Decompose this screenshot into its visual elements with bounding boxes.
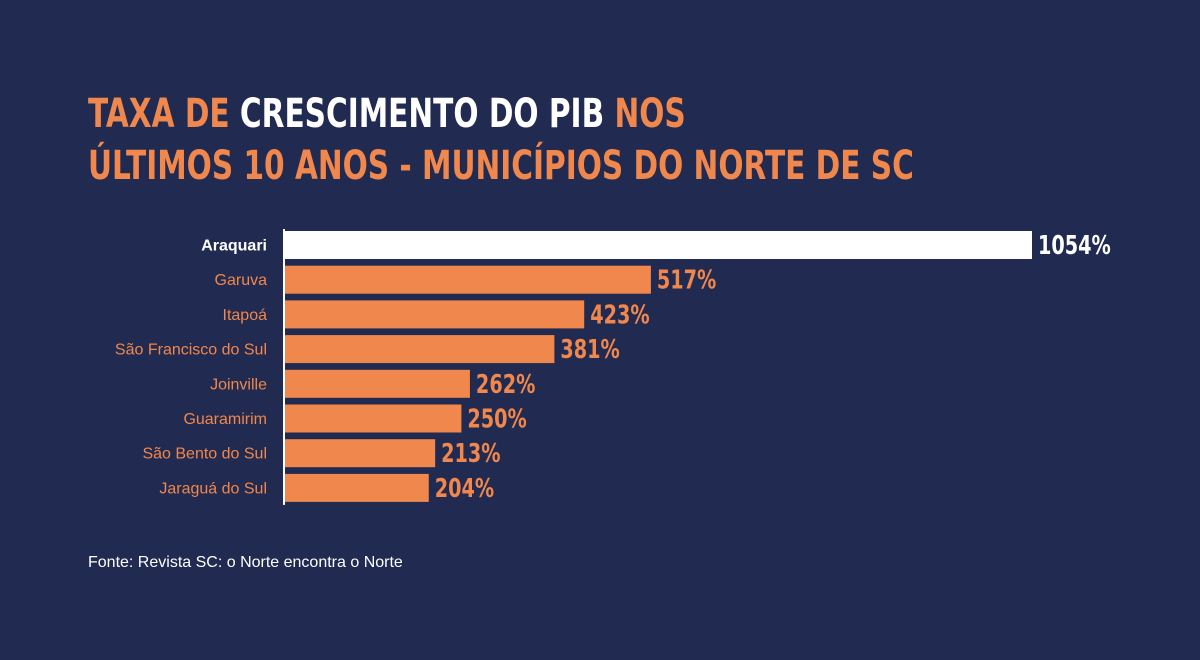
value-label: 213%: [441, 439, 500, 469]
bar-chart: Araquari 1054% Garuva 517% Itapoá 423% São Fra…: [115, 229, 1111, 505]
value-label: 423%: [590, 301, 649, 331]
bar-0: [284, 231, 1032, 259]
bar-6: [284, 439, 436, 468]
source-note: Fonte: Revista SC: o Norte encontra o No…: [88, 554, 403, 571]
category-label: Garuva: [215, 272, 268, 289]
title-segment: NOS: [604, 91, 686, 137]
title-line-2: ÚLTIMOS 10 ANOS - MUNICÍPIOS DO NORTE DE…: [88, 140, 914, 192]
category-label: Itapoá: [223, 307, 268, 324]
category-label: São Francisco do Sul: [115, 342, 267, 359]
category-label: São Bento do Sul: [142, 446, 267, 463]
title-segment: TAXA DE: [88, 91, 240, 137]
category-label: Joinville: [210, 376, 267, 393]
value-label: 381%: [560, 335, 619, 365]
value-label: 204%: [435, 474, 494, 504]
bar-3: [284, 335, 555, 364]
value-label: 517%: [657, 266, 716, 296]
value-label: 250%: [467, 405, 526, 435]
category-label: Araquari: [201, 238, 267, 255]
bar-1: [284, 265, 651, 294]
title-segment: ÚLTIMOS 10 ANOS - MUNICÍPIOS DO NORTE DE…: [88, 143, 914, 189]
chart-title: TAXA DE CRESCIMENTO DO PIB NOS ÚLTIMOS 1…: [88, 88, 914, 192]
title-segment: CRESCIMENTO DO PIB: [239, 91, 605, 137]
bar-7: [284, 473, 429, 502]
category-label: Jaraguá do Sul: [159, 480, 267, 497]
bar-2: [284, 300, 585, 329]
bar-4: [284, 369, 470, 398]
value-label: 262%: [476, 370, 535, 400]
value-label: 1054%: [1038, 231, 1111, 261]
bar-5: [284, 404, 462, 433]
category-label: Guaramirim: [183, 411, 267, 428]
title-line-1: TAXA DE CRESCIMENTO DO PIB NOS: [88, 88, 914, 140]
